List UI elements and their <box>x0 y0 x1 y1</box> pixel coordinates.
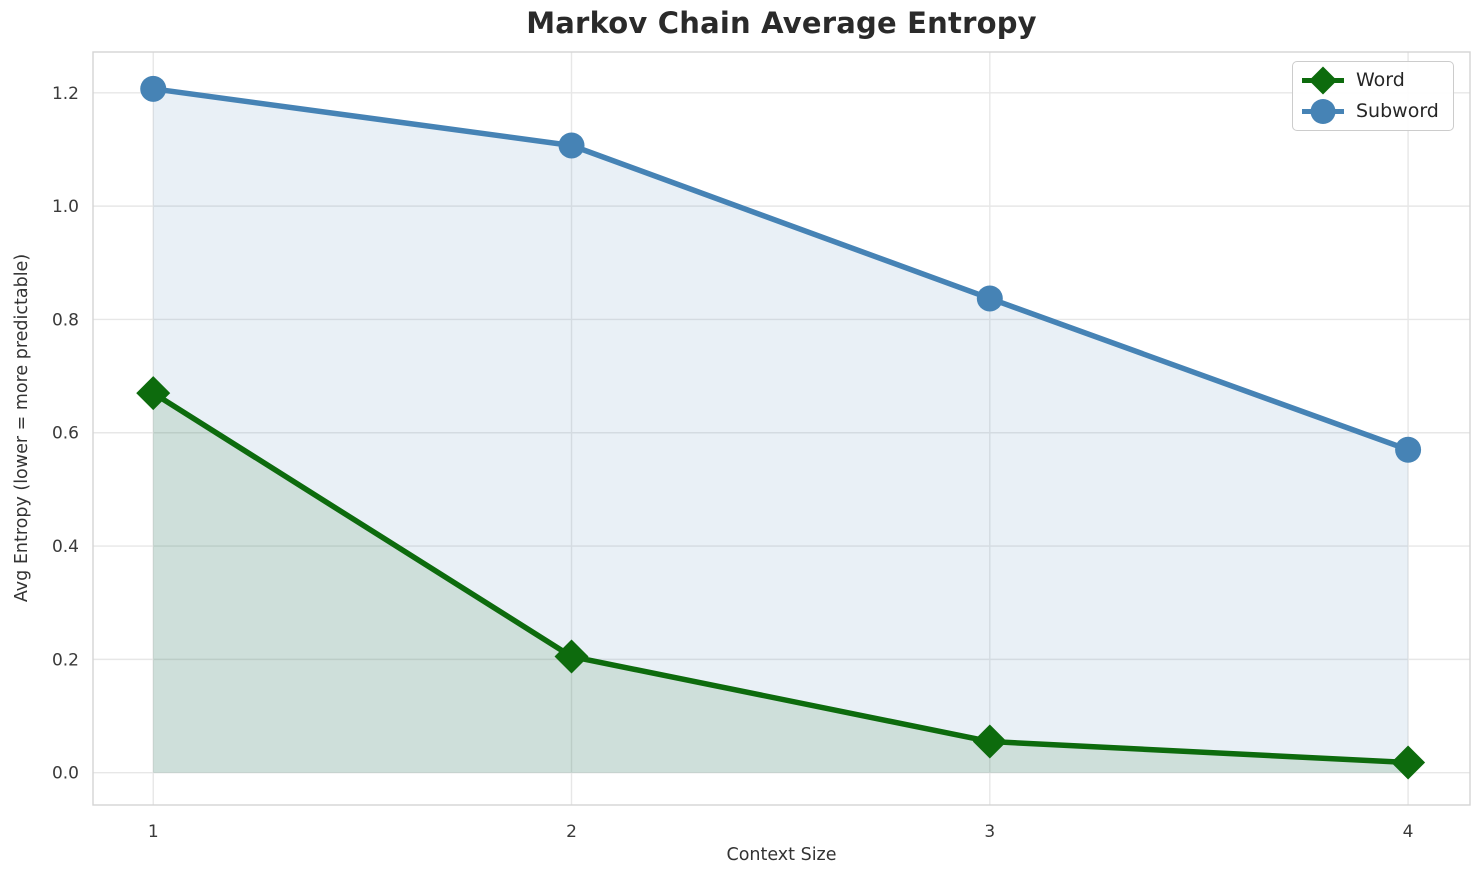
marker-circle-subword <box>976 285 1003 312</box>
x-axis-label: Context Size <box>726 845 837 865</box>
diamond-marker-icon <box>1302 66 1344 95</box>
marker-diamond-word <box>554 639 589 674</box>
marker-circle-subword <box>140 75 167 102</box>
series-line-word <box>150 390 1411 766</box>
legend-label-subword: Subword <box>1356 100 1439 122</box>
x-tick-label: 2 <box>566 822 577 842</box>
marker-circle-subword <box>1395 436 1422 463</box>
y-tick-label: 0.4 <box>52 537 79 557</box>
y-tick-label: 1.2 <box>52 84 79 104</box>
marker-diamond-word <box>1391 745 1426 780</box>
plot-frame <box>92 51 1471 806</box>
series-line-subword <box>150 86 1411 453</box>
legend-item-subword: Subword <box>1300 96 1439 127</box>
y-axis-label: Avg Entropy (lower = more predictable) <box>12 253 32 603</box>
y-tick-label: 0.8 <box>52 310 79 330</box>
x-tick-label: 4 <box>1403 822 1414 842</box>
marker-diamond-word <box>972 724 1007 759</box>
area-fill-word <box>153 393 1409 773</box>
marker-circle-subword <box>558 132 585 159</box>
legend: Word Subword <box>1292 61 1454 131</box>
y-tick-label: 0.6 <box>52 424 79 444</box>
marker-diamond-word <box>136 376 171 411</box>
x-tick-label: 1 <box>148 822 159 842</box>
circle-marker-icon <box>1302 99 1344 124</box>
x-tick-label: 3 <box>984 822 995 842</box>
y-tick-label: 0.2 <box>52 650 79 670</box>
y-tick-label: 1.0 <box>52 197 79 217</box>
area-fill-subword <box>153 88 1409 773</box>
y-tick-label: 0.0 <box>52 764 79 784</box>
legend-label-word: Word <box>1356 69 1405 91</box>
legend-item-word: Word <box>1300 65 1439 96</box>
chart-title: Markov Chain Average Entropy <box>526 6 1037 40</box>
